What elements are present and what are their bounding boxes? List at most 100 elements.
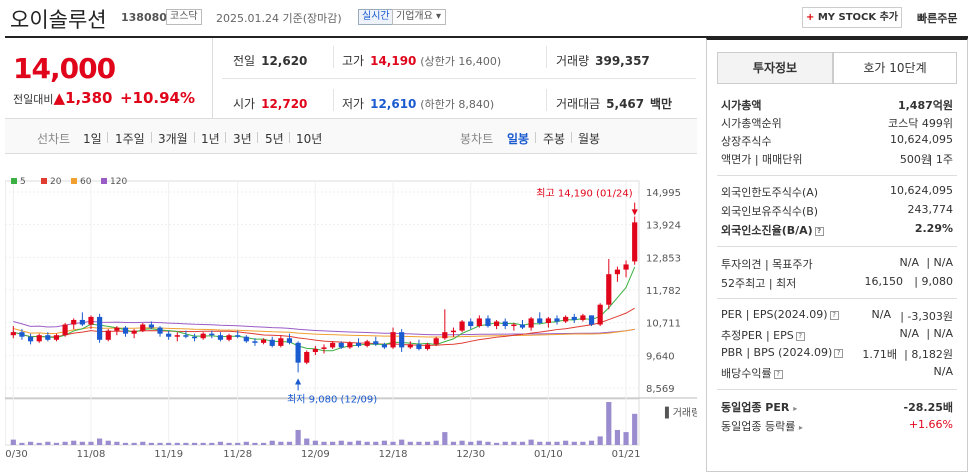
volume-bar <box>554 441 560 445</box>
help-icon[interactable]: ? <box>814 227 824 236</box>
tab-daily[interactable]: 일봉 <box>507 132 530 146</box>
price-chart: 14,995 13,924 12,853 11,782 10,711 9,640 8,569… <box>0 155 700 472</box>
candle <box>200 333 206 339</box>
tab-monthly[interactable]: 월봉 <box>578 132 601 146</box>
volume-bar <box>79 441 85 445</box>
candle <box>278 338 284 346</box>
tab-3year[interactable]: 3년 <box>233 132 252 146</box>
info-row: PBR | BPS (2024.09)? 1.71배 | 8,182원 <box>721 346 953 361</box>
x-tick-label: 11/08 <box>77 449 106 460</box>
legend-swatch <box>11 178 17 184</box>
y-tick-label: 10,711 <box>646 319 681 330</box>
volume-bar <box>27 441 34 445</box>
candle <box>433 338 439 345</box>
candle <box>10 332 16 336</box>
tab-1day[interactable]: 1일 <box>83 132 102 146</box>
stock-code: 138080 <box>121 11 167 24</box>
volume-bar <box>304 438 310 445</box>
volume-bar <box>62 441 68 445</box>
info-row: 시가총액 1,487억원 <box>721 99 953 112</box>
candle <box>468 321 474 327</box>
volume-bar <box>563 440 569 445</box>
legend-label: 20 <box>50 177 62 187</box>
tab-candle-chart[interactable]: 봉차트 <box>460 132 494 146</box>
stat-high: 고가 14,190 (상한가 16,400) <box>342 54 502 68</box>
volume-bar <box>131 442 137 445</box>
tab-10year[interactable]: 10년 <box>296 132 323 146</box>
candle <box>183 335 189 337</box>
stock-header: 오이솔루션 138080 코스닥 2025.01.24 기준(장마감) 실시간 … <box>0 0 973 34</box>
info-row: 상장주식수 10,624,095 <box>721 133 953 148</box>
volume-bar <box>442 432 448 445</box>
candle <box>174 335 180 337</box>
volume-bar <box>312 440 318 445</box>
volume-bar <box>355 440 362 445</box>
info-row: 추정PER | EPS? N/A | N/A <box>721 327 953 342</box>
tab-weekly[interactable]: 주봉 <box>543 132 566 146</box>
help-icon[interactable]: ? <box>773 370 783 379</box>
divider <box>546 89 547 111</box>
x-tick-label: 10/30 <box>5 449 28 460</box>
volume-bar <box>433 440 439 445</box>
volume-bar <box>407 441 413 445</box>
divider <box>717 246 957 247</box>
help-icon[interactable]: ? <box>829 311 839 320</box>
candle <box>519 324 526 328</box>
tab-1week[interactable]: 1주일 <box>115 132 145 146</box>
volume-bar <box>45 441 51 445</box>
volume-bar <box>183 442 189 445</box>
tab-5year[interactable]: 5년 <box>265 132 284 146</box>
candle <box>88 316 94 325</box>
volume-bar <box>632 413 638 445</box>
tab-3month[interactable]: 3개월 <box>158 132 188 146</box>
candle <box>243 336 249 342</box>
x-tick-label: 01/21 <box>612 449 641 460</box>
volume-bar <box>416 441 422 445</box>
tab-line-chart[interactable]: 선차트 <box>37 132 71 146</box>
volume-bar <box>537 441 543 445</box>
candle <box>545 318 551 324</box>
tab-invest-info[interactable]: 투자정보 <box>717 52 833 84</box>
volume-bar <box>88 441 94 445</box>
volume-bar <box>53 442 60 445</box>
quick-order-link[interactable]: 빠른주문 <box>917 12 958 25</box>
volume-bar <box>140 441 146 445</box>
info-row: 시가총액순위 코스닥 499위 <box>721 117 953 130</box>
invest-info-panel: 투자정보 호가 10단계 시가총액 1,487억원 시가총액순위 코스닥 499위 … <box>706 38 968 472</box>
y-tick-label: 11,782 <box>646 286 681 297</box>
realtime-button[interactable]: 실시간 <box>358 9 394 25</box>
candlestick-chart: 14,995 13,924 12,853 11,782 10,711 9,640 8,569… <box>0 177 700 460</box>
candle <box>450 330 457 333</box>
candle <box>261 339 267 343</box>
candle <box>580 315 586 320</box>
candle <box>399 332 405 348</box>
x-tick-label: 11/28 <box>223 449 252 460</box>
candle <box>459 321 465 331</box>
volume-bar <box>261 442 267 445</box>
x-tick-label: 11/19 <box>154 449 183 460</box>
candle <box>312 348 318 352</box>
candle <box>157 327 163 334</box>
tab-1year[interactable]: 1년 <box>201 132 220 146</box>
volume-bar <box>174 442 180 445</box>
candle <box>537 318 543 324</box>
add-mystock-button[interactable]: + MY STOCK 추가 <box>802 7 902 28</box>
info-row: 동일업종 PER ▸ -28.25배 <box>721 401 953 414</box>
volume-bar <box>588 440 595 445</box>
volume-bar <box>209 442 215 445</box>
volume-bar <box>511 441 517 445</box>
candle <box>485 318 491 327</box>
candle <box>614 269 621 275</box>
market-badge: 코스닥 <box>166 9 202 25</box>
volume-bar <box>321 441 327 445</box>
y-tick-label: 14,995 <box>646 188 681 199</box>
help-icon[interactable]: ? <box>795 332 805 341</box>
help-icon[interactable]: ? <box>834 349 844 358</box>
volume-bar <box>157 442 163 445</box>
candle <box>347 342 353 348</box>
volume-bar <box>528 439 534 445</box>
tab-hoga-10[interactable]: 호가 10단계 <box>833 52 957 84</box>
candle <box>364 341 370 346</box>
info-row: 52주최고 | 최저 16,150 | 9,080 <box>721 275 953 290</box>
company-info-dropdown[interactable]: 기업개요 ▾ <box>392 9 446 25</box>
